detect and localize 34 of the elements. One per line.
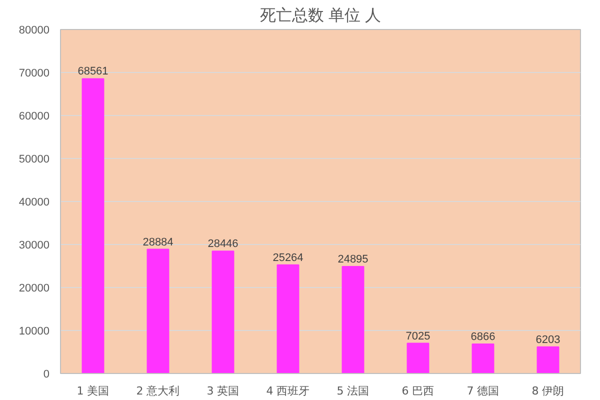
data-label: 6203 [536, 334, 560, 346]
x-tick-label: 2 意大利 [136, 384, 180, 398]
x-tick-label: 8 伊朗 [532, 384, 564, 398]
y-tick-label: 30000 [18, 240, 50, 252]
y-tick-label: 20000 [18, 282, 50, 294]
y-tick-label: 10000 [18, 326, 50, 338]
bar [82, 78, 104, 374]
data-label: 6866 [470, 330, 496, 343]
y-tick-label: 40000 [18, 196, 50, 208]
data-label: 28884 [142, 236, 174, 248]
y-tick-label: 60000 [18, 110, 50, 122]
bar [536, 346, 560, 374]
data-label: 7025 [406, 330, 430, 342]
y-tick-label: 50000 [18, 154, 50, 166]
x-tick-label: 5 法国 [336, 384, 370, 398]
data-label: 28446 [208, 238, 238, 250]
y-tick-label: 0 [43, 368, 50, 380]
bar [472, 343, 494, 374]
bar [146, 248, 170, 374]
bar [276, 264, 300, 374]
data-label: 68561 [78, 66, 108, 78]
data-label: 24895 [338, 253, 368, 266]
data-label: 25264 [272, 252, 304, 264]
x-tick-label: 3 英国 [206, 384, 240, 398]
y-tick-label: 80000 [18, 24, 50, 36]
bar [212, 250, 234, 374]
bar [406, 342, 430, 374]
x-tick-label: 6 巴西 [402, 384, 434, 398]
x-tick-label: 4 西班牙 [266, 384, 310, 398]
x-tick-label: 7 德国 [466, 384, 500, 398]
chart-title: 死亡总数 单位 人 [260, 6, 381, 24]
y-tick-label: 70000 [18, 68, 50, 80]
x-tick-label: 1 美国 [76, 384, 110, 398]
bar [342, 266, 364, 374]
